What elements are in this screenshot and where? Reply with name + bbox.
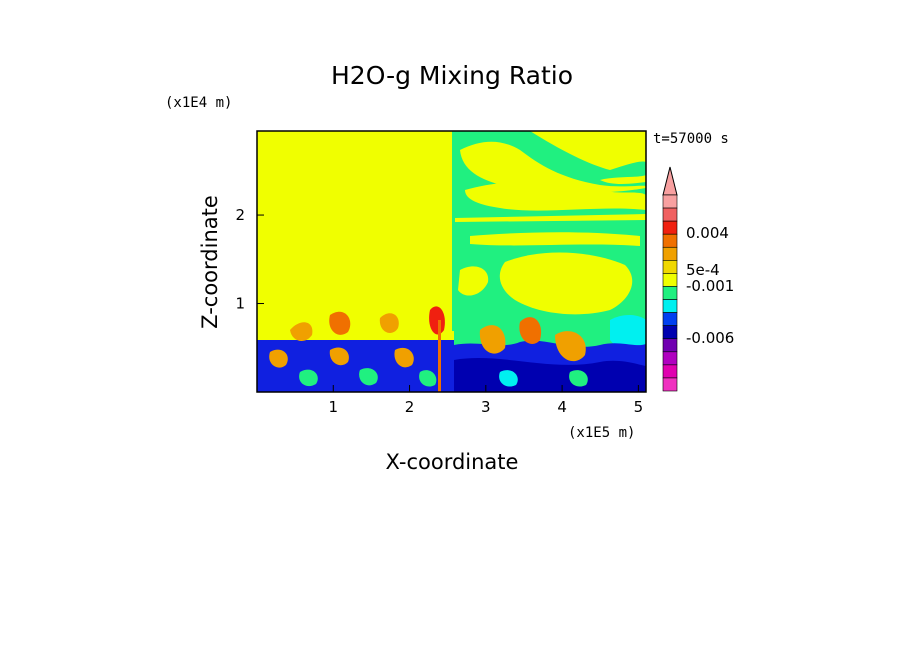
colorbar-label: 5e-4 bbox=[686, 261, 720, 279]
y-axis-label: Z-coordinate bbox=[198, 195, 222, 329]
colorbar-swatch bbox=[662, 246, 678, 261]
plot-area bbox=[257, 131, 646, 392]
x-tick-label: 1 bbox=[329, 398, 339, 416]
colorbar-swatch bbox=[662, 338, 678, 353]
colorbar-swatch bbox=[662, 273, 678, 287]
x-axis-label: X-coordinate bbox=[386, 450, 519, 474]
colorbar-label: -0.006 bbox=[686, 329, 734, 347]
colorbar-swatch bbox=[662, 207, 678, 222]
colorbar-swatch bbox=[662, 299, 678, 313]
colorbar-swatch bbox=[662, 377, 678, 392]
colorbar-swatch bbox=[662, 286, 678, 300]
x-tick-label: 5 bbox=[634, 398, 644, 416]
y-tick-label: 1 bbox=[235, 295, 245, 313]
colorbar-swatch bbox=[662, 312, 678, 326]
colorbar: 0.004 5e-4-0.001 -0.006 bbox=[662, 166, 734, 392]
x-tick-label: 2 bbox=[405, 398, 415, 416]
x-multiplier: (x1E5 m) bbox=[568, 425, 635, 441]
y-tick-label: 2 bbox=[235, 206, 245, 224]
colorbar-swatch bbox=[662, 351, 678, 366]
x-tick-label: 3 bbox=[481, 398, 491, 416]
plot-frame bbox=[256, 130, 647, 393]
colorbar-swatch bbox=[662, 364, 678, 379]
colorbar-swatch bbox=[662, 194, 678, 209]
x-tick-label: 4 bbox=[557, 398, 567, 416]
x-axis: 1 2 3 4 5 bbox=[329, 385, 644, 416]
colorbar-swatch bbox=[662, 260, 678, 274]
y-axis: 12 bbox=[235, 206, 264, 313]
colorbar-swatch bbox=[662, 220, 678, 235]
chart-title: H2O-g Mixing Ratio bbox=[331, 61, 573, 90]
y-multiplier: (x1E4 m) bbox=[165, 95, 232, 111]
colorbar-label: 0.004 bbox=[686, 224, 729, 242]
colorbar-swatch bbox=[662, 325, 678, 340]
colorbar-label: -0.001 bbox=[686, 277, 734, 295]
colorbar-arrow bbox=[662, 166, 678, 196]
colorbar-swatch bbox=[662, 233, 678, 248]
time-label: t=57000 s bbox=[653, 131, 729, 147]
